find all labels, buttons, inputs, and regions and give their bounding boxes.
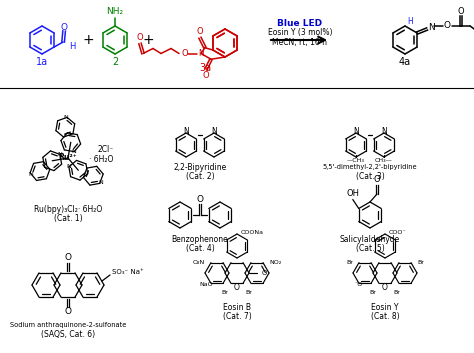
Text: 1a: 1a — [36, 57, 48, 67]
Text: 2: 2 — [112, 57, 118, 67]
Text: O: O — [182, 49, 188, 58]
Text: O: O — [197, 27, 203, 36]
Text: O: O — [203, 71, 210, 80]
Text: MeCN, rt, 16 h: MeCN, rt, 16 h — [273, 37, 328, 47]
Text: Ru²⁺: Ru²⁺ — [59, 154, 77, 162]
Text: 5,5'-dimethyl-2,2'-bipyridine: 5,5'-dimethyl-2,2'-bipyridine — [323, 164, 417, 170]
Text: O₂N: O₂N — [193, 261, 205, 265]
Text: O: O — [234, 282, 240, 292]
Text: N: N — [99, 180, 103, 185]
Text: Blue LED: Blue LED — [277, 18, 323, 28]
Text: 3a: 3a — [199, 63, 211, 73]
Text: CH₃—: CH₃— — [375, 157, 393, 162]
Text: (Cat. 2): (Cat. 2) — [186, 172, 214, 180]
Text: N: N — [66, 164, 71, 169]
Text: N: N — [63, 115, 68, 120]
Text: N: N — [57, 152, 62, 157]
Text: +: + — [142, 33, 154, 47]
Text: O: O — [458, 6, 465, 16]
Text: N: N — [211, 127, 217, 137]
Text: OH: OH — [346, 189, 359, 198]
Text: O: O — [137, 33, 143, 42]
Text: Br: Br — [246, 289, 253, 294]
Text: (Cat. 1): (Cat. 1) — [54, 215, 82, 223]
Text: Eosin Y: Eosin Y — [371, 304, 399, 312]
Text: O: O — [444, 22, 451, 30]
Text: Ru(bpy)₃Cl₂· 6H₂O: Ru(bpy)₃Cl₂· 6H₂O — [34, 205, 102, 215]
Text: N: N — [72, 149, 77, 154]
Text: NH₂: NH₂ — [107, 7, 124, 17]
Text: (Cat. 7): (Cat. 7) — [223, 312, 251, 322]
Text: Benzophenone: Benzophenone — [172, 235, 228, 245]
Text: COONa: COONa — [241, 229, 264, 234]
Text: Br: Br — [417, 261, 424, 265]
Text: · 6H₂O: · 6H₂O — [89, 155, 113, 163]
Text: N: N — [428, 23, 435, 31]
Text: H: H — [69, 42, 75, 51]
Text: O: O — [197, 195, 203, 203]
Text: (Cat. 3): (Cat. 3) — [356, 172, 384, 180]
Text: Br: Br — [393, 289, 401, 294]
Text: +: + — [82, 33, 94, 47]
Text: O: O — [64, 253, 72, 263]
Text: ⁻O: ⁻O — [355, 282, 363, 287]
Text: NaO: NaO — [200, 282, 213, 287]
Text: Salicylaldehyde: Salicylaldehyde — [340, 235, 400, 245]
Text: N: N — [198, 49, 204, 58]
Text: (Cat. 8): (Cat. 8) — [371, 312, 399, 322]
Text: O: O — [61, 23, 68, 31]
Text: Br: Br — [221, 289, 228, 294]
Text: O: O — [374, 175, 380, 185]
Text: O: O — [382, 282, 388, 292]
Text: Sodium anthraquinone-2-sulfonate: Sodium anthraquinone-2-sulfonate — [10, 322, 126, 328]
Text: N: N — [381, 127, 387, 137]
Text: Br: Br — [346, 261, 353, 265]
Text: 2,2-Bipyridine: 2,2-Bipyridine — [173, 162, 227, 172]
Text: COO⁻: COO⁻ — [389, 229, 407, 234]
Text: Eosin Y (3 mol%): Eosin Y (3 mol%) — [268, 29, 332, 37]
Text: SO₃⁻ Na⁺: SO₃⁻ Na⁺ — [112, 269, 144, 275]
Text: H: H — [407, 17, 413, 25]
Text: Eosin B: Eosin B — [223, 304, 251, 312]
Text: 2Cl⁻: 2Cl⁻ — [98, 145, 114, 155]
Text: 4a: 4a — [399, 57, 411, 67]
Text: N: N — [353, 127, 359, 137]
Text: (SAQS, Cat. 6): (SAQS, Cat. 6) — [41, 329, 95, 339]
Text: (Cat. 4): (Cat. 4) — [186, 245, 214, 253]
Text: NO₂: NO₂ — [269, 261, 281, 265]
Text: (Cat. 5): (Cat. 5) — [356, 245, 384, 253]
Text: Br: Br — [370, 289, 376, 294]
Text: —CH₃: —CH₃ — [347, 157, 365, 162]
Text: O: O — [64, 307, 72, 317]
Text: N: N — [183, 127, 189, 137]
Text: N: N — [28, 172, 33, 177]
Text: O: O — [262, 270, 267, 276]
